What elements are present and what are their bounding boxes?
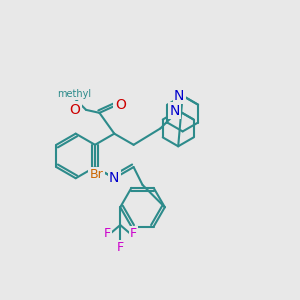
- Text: O: O: [115, 98, 126, 112]
- Text: F: F: [117, 241, 124, 254]
- Text: O: O: [69, 103, 80, 117]
- Text: F: F: [103, 227, 110, 241]
- Text: F: F: [130, 227, 137, 241]
- Text: N: N: [174, 89, 184, 103]
- Text: N: N: [169, 103, 180, 118]
- Text: Br: Br: [90, 168, 104, 181]
- Text: N: N: [109, 171, 119, 185]
- Text: methyl: methyl: [57, 88, 91, 98]
